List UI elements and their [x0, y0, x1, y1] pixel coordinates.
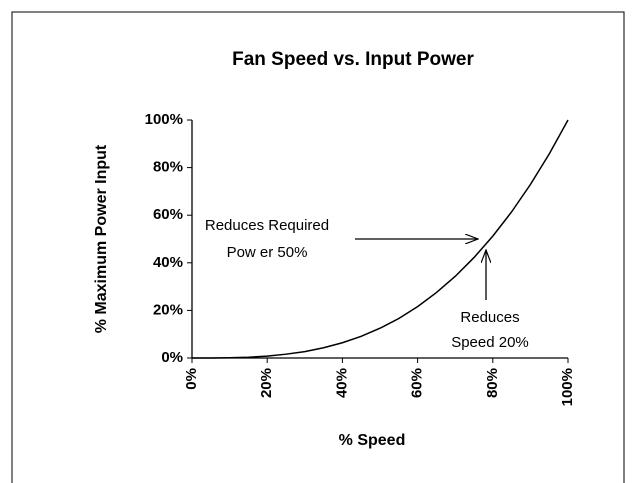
x-tick-label: 100% — [559, 368, 576, 406]
annotation: Reduces — [460, 309, 519, 326]
y-tick-label: 20% — [153, 301, 183, 318]
y-tick-label: 60% — [153, 206, 183, 223]
line — [192, 119, 569, 359]
x-tick-label: 40% — [333, 368, 350, 398]
frame — [11, 11, 625, 483]
y-tick-label: 80% — [153, 159, 183, 176]
x-tick-label: 60% — [409, 368, 426, 398]
y-tick-label: 40% — [153, 254, 183, 271]
annotation: Speed 20% — [451, 334, 529, 351]
y-tick-label: 100% — [145, 111, 183, 128]
x-tick-label: 20% — [258, 368, 275, 398]
chart-title: Fan Speed vs. Input Power — [232, 49, 474, 70]
y-tick-label: 0% — [161, 349, 183, 366]
x-axis-label: % Speed — [339, 432, 406, 449]
x-tick-label: 0% — [183, 368, 200, 390]
y-axis-label: % Maximum Power Input — [93, 144, 110, 333]
x-tick-label: 80% — [484, 368, 501, 398]
annotation: Pow er 50% — [227, 244, 308, 261]
annotation: Reduces Required — [205, 217, 329, 234]
